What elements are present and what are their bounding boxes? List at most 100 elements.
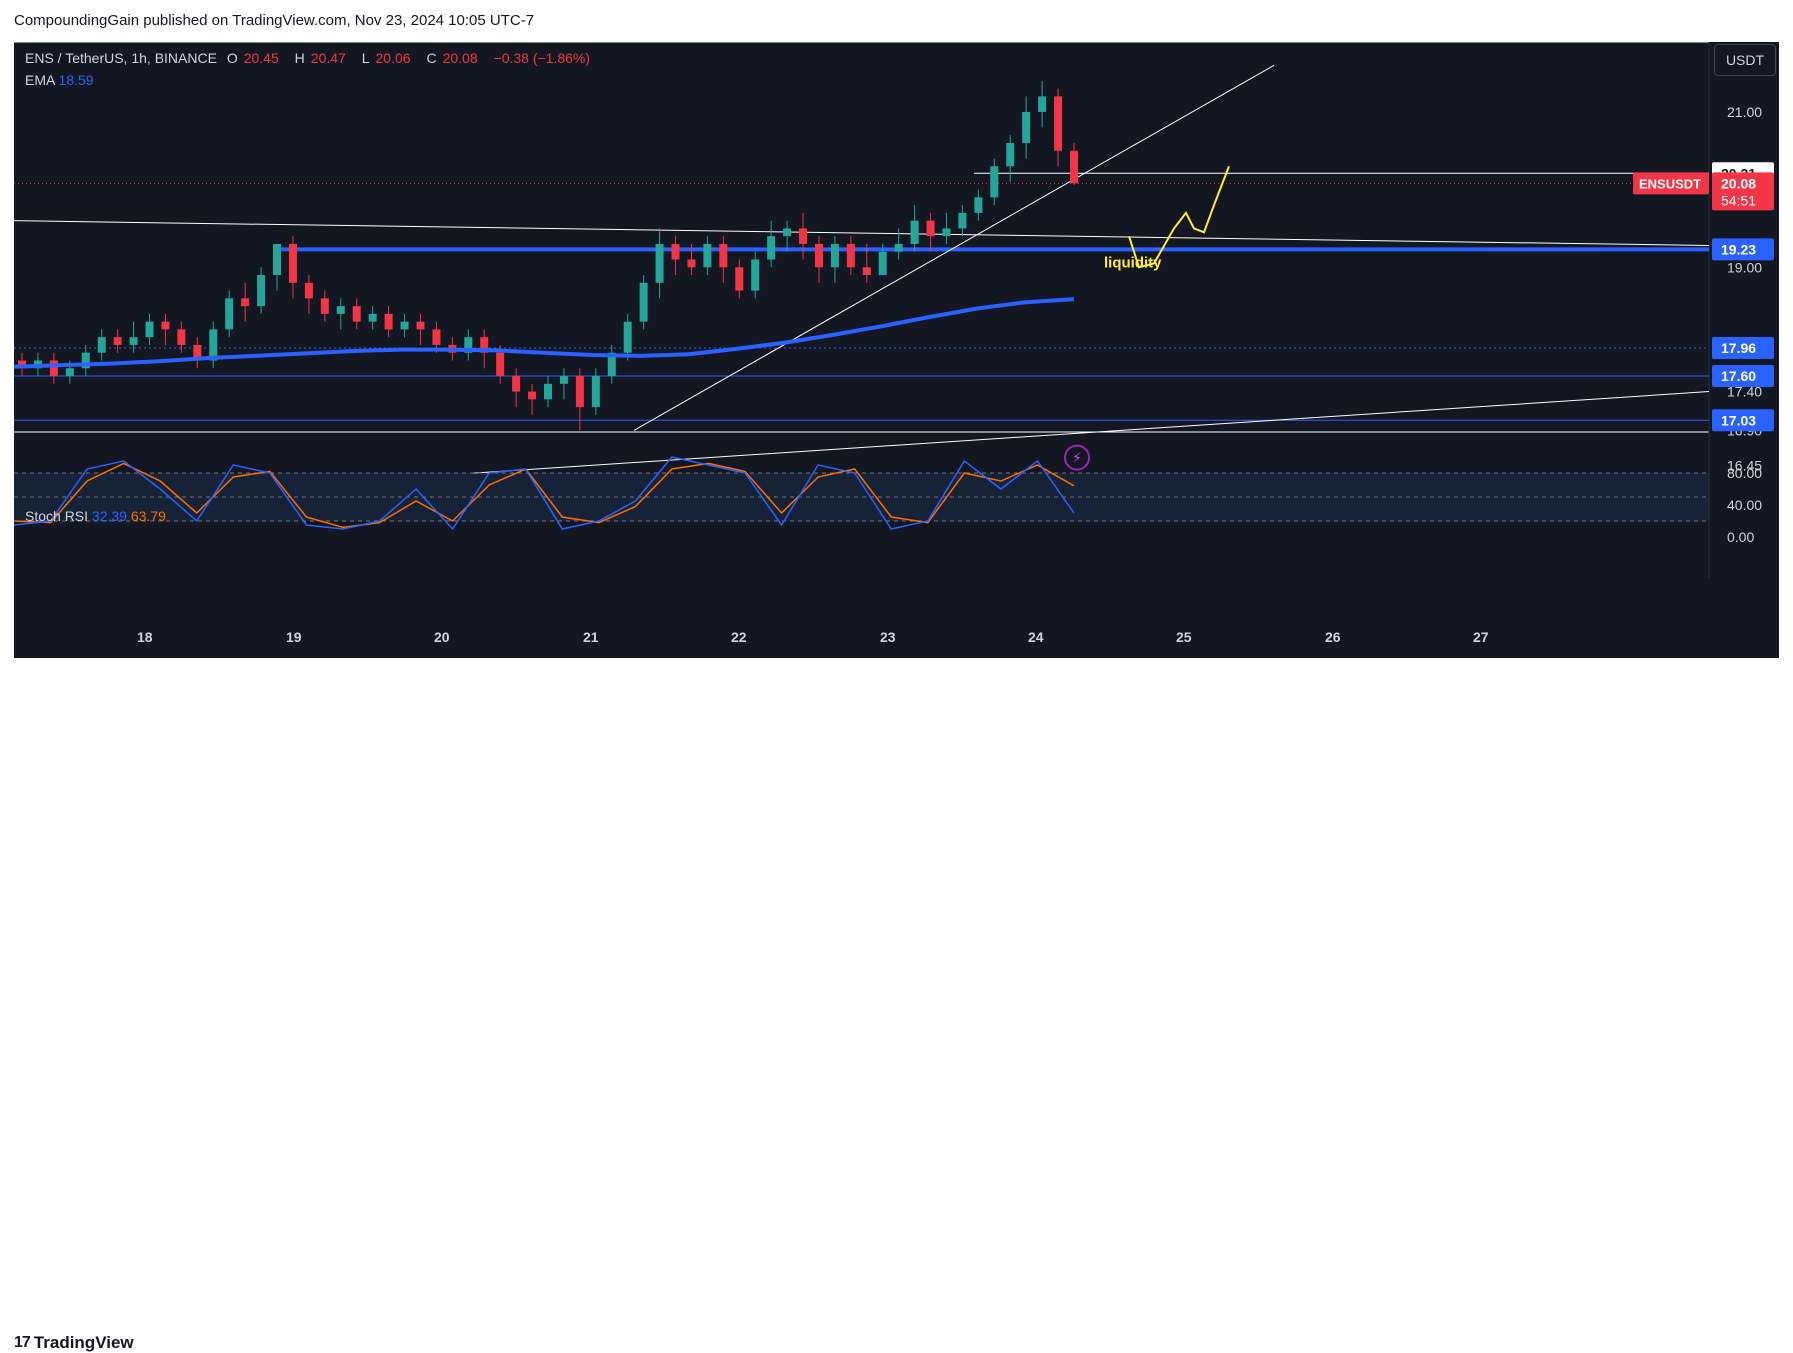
candle-body	[846, 243, 855, 268]
candle-body	[974, 197, 983, 213]
x-tick: 21	[583, 629, 599, 645]
price-tag-value: 17.60	[1721, 368, 1756, 384]
candle-body	[129, 337, 138, 345]
candle-body	[480, 337, 489, 353]
chart-canvas[interactable]: liquidity⚡21.0019.0017.4016.9016.4520.21…	[14, 42, 1779, 658]
candle-body	[145, 321, 154, 338]
candle-body	[177, 329, 186, 345]
ema-value: 18.59	[58, 72, 94, 88]
x-tick: 26	[1325, 629, 1341, 645]
candle-body	[894, 243, 903, 252]
ohlc-low: L 20.06	[361, 50, 411, 66]
price-tag-value: 20.08	[1721, 175, 1756, 191]
price-tag-countdown: 54:51	[1721, 192, 1756, 208]
ema-legend[interactable]: EMA 18.59	[25, 72, 94, 88]
candle-body	[528, 391, 537, 400]
candle-body	[735, 267, 744, 291]
symbol-name[interactable]: ENS / TetherUS, 1h, BINANCE	[25, 50, 217, 66]
candle-body	[942, 228, 951, 237]
x-tick: 25	[1176, 629, 1192, 645]
candle-body	[288, 243, 297, 283]
candle-body	[958, 212, 967, 229]
price-tick: 17.40	[1727, 384, 1762, 400]
price-tag-value: 19.23	[1721, 241, 1756, 257]
candle-body	[544, 383, 552, 400]
top-bar: CompoundingGain published on TradingView…	[0, 0, 1793, 40]
stoch-rsi-label: Stoch RSI	[25, 508, 89, 524]
candle-body	[352, 306, 361, 322]
price-tag-bg	[1712, 409, 1774, 432]
price-change: −0.38 (−1.86%)	[493, 50, 591, 66]
symbol-tag-bg	[1633, 172, 1709, 195]
stoch-d-line	[14, 462, 1075, 529]
candle-body	[623, 321, 632, 353]
candle-body	[799, 228, 808, 244]
x-tick: 19	[286, 629, 302, 645]
candle-body	[65, 368, 74, 377]
price-tick: 21.00	[1727, 104, 1762, 120]
candle-body	[575, 376, 584, 408]
x-tick: 23	[880, 629, 896, 645]
candle-body	[703, 243, 712, 268]
candle-body	[113, 337, 122, 345]
stoch-rsi-d: 63.79	[130, 508, 166, 524]
bottom-bar: 17 TradingView	[0, 660, 1793, 1352]
currency-button[interactable]: USDT	[1714, 44, 1776, 76]
candle-body	[910, 220, 919, 244]
candle-body	[512, 376, 521, 392]
chart-frame[interactable]: liquidity⚡21.0019.0017.4016.9016.4520.21…	[14, 42, 1779, 658]
candle-body	[1054, 96, 1063, 151]
candle-body	[18, 360, 26, 369]
candle-body	[432, 329, 441, 345]
brand-label: TradingView	[33, 1333, 134, 1352]
candle-body	[1070, 150, 1078, 184]
candle-body	[559, 376, 568, 384]
candle-body	[304, 282, 313, 299]
ohlc-close: C 20.08	[426, 50, 478, 66]
candle-body	[81, 352, 90, 369]
candle-body	[193, 344, 202, 361]
trendline-lower	[473, 391, 1710, 474]
candle-body	[671, 243, 680, 260]
candle-body	[830, 243, 839, 268]
price-tick: 16.45	[1727, 457, 1762, 473]
candle-body	[1006, 142, 1015, 167]
symbol-legend: ENS / TetherUS, 1h, BINANCE O 20.45 H 20.4…	[25, 50, 596, 66]
candle-body	[783, 228, 792, 237]
x-tick: 27	[1473, 629, 1489, 645]
candle-body	[336, 306, 345, 314]
rsi-tick: 80.00	[1727, 465, 1762, 481]
candle-body	[751, 259, 760, 291]
candle-body	[591, 376, 600, 408]
ema-label: EMA	[25, 72, 55, 88]
price-tag-value: 17.96	[1721, 340, 1756, 356]
price-tag-value: 17.03	[1721, 412, 1756, 428]
price-tag-bg	[1712, 365, 1774, 388]
price-tag-bg	[1712, 337, 1774, 360]
x-tick: 24	[1028, 629, 1044, 645]
tradingview-brand[interactable]: 17 TradingView	[14, 1333, 134, 1353]
candle-body	[687, 259, 696, 268]
x-tick: 18	[137, 629, 153, 645]
candle-body	[1022, 111, 1031, 143]
price-tick: 19.00	[1727, 259, 1762, 275]
candle-body	[926, 220, 935, 237]
ohlc-high: H 20.47	[294, 50, 346, 66]
candle-body	[416, 321, 425, 330]
stoch-rsi-legend[interactable]: Stoch RSI 32.39 63.79	[25, 508, 166, 524]
candle-body	[97, 337, 106, 353]
candle-body	[990, 166, 999, 198]
candle-body	[862, 267, 871, 276]
candle-body	[767, 236, 776, 260]
candle-body	[161, 321, 170, 330]
ohlc-open: O 20.45	[226, 50, 279, 66]
candle-body	[607, 352, 616, 377]
x-tick: 20	[434, 629, 450, 645]
candle-body	[241, 298, 250, 307]
tradingview-logo-icon: 17	[14, 1334, 31, 1351]
candle-body	[368, 313, 377, 322]
candle-body	[719, 243, 728, 268]
stoch-k-line	[14, 456, 1075, 531]
symbol-tag-label: ENSUSDT	[1639, 176, 1701, 191]
candle-body	[225, 298, 234, 330]
